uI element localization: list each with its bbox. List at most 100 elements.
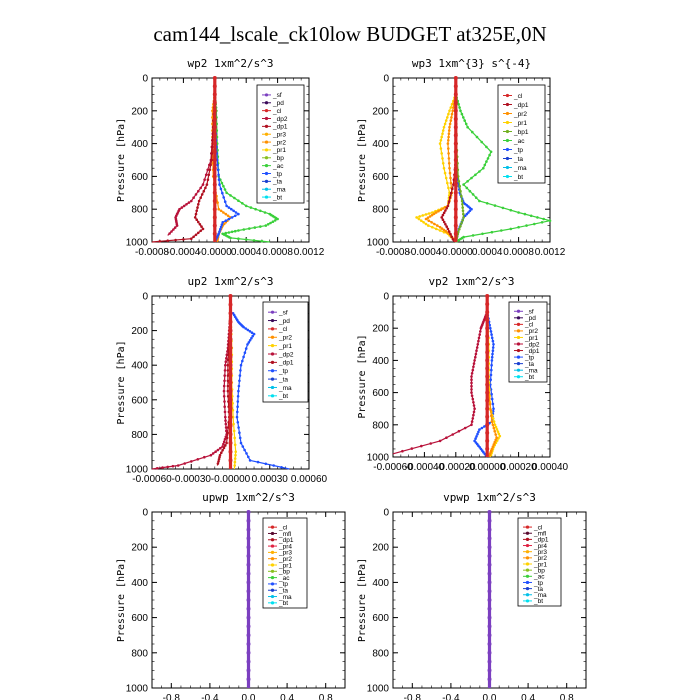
series-point-pr1 <box>447 112 450 116</box>
legend-label-bt: _bt <box>513 174 523 181</box>
legend-marker-pr1 <box>270 563 275 567</box>
series-point-cl <box>246 624 251 629</box>
series-group <box>151 76 279 243</box>
series-point-tp <box>221 221 224 224</box>
series-point-dp2 <box>474 355 477 359</box>
series-point-cl <box>453 92 458 97</box>
legend-label-bp1: _bp1 <box>513 129 529 136</box>
series-point-bp1 <box>457 180 461 183</box>
series-point-cl <box>485 406 490 411</box>
series-point-dp2 <box>470 394 474 398</box>
series-point-cl <box>228 319 233 324</box>
series-point-dp2 <box>471 368 475 372</box>
series-point-cl <box>485 414 490 419</box>
legend: _cl _dp1 _pr2 _pr1 _bp1 _ac _tp _ta _ma _bt <box>497 84 546 184</box>
legend-label-ma: _ma <box>278 594 292 601</box>
legend-marker-bp <box>270 569 275 573</box>
series-point-ac <box>485 202 489 205</box>
series-point-cl <box>246 668 251 673</box>
series-point-cl <box>487 624 492 629</box>
series-point-cl <box>487 545 492 550</box>
legend-label-sf: _sf <box>524 309 534 316</box>
series-point-dp2 <box>224 363 227 367</box>
series-point-dp2 <box>203 455 206 459</box>
x-tick-label: 0.00030 <box>252 474 289 485</box>
series-point-cl <box>228 311 233 316</box>
series-point-tp <box>248 330 252 333</box>
series-point-ac <box>229 194 232 197</box>
series-point-ac <box>462 116 465 119</box>
series-point-dp1 <box>182 238 185 241</box>
series-point-dp2 <box>470 423 473 427</box>
legend-marker-cl <box>270 525 275 529</box>
x-tick-label: -0.0008 <box>376 247 410 258</box>
series-point-dp2 <box>222 395 226 398</box>
legend-label-pd: _pd <box>524 315 536 322</box>
panel-title: upwp 1xm^2/s^3 <box>202 491 295 504</box>
series-point-cl <box>212 207 217 212</box>
series-point-dp2 <box>223 374 226 377</box>
series-point-ac <box>485 145 488 149</box>
series-point-ac <box>462 183 465 186</box>
series-point-pr2 <box>430 221 433 224</box>
series-point-tp <box>490 333 493 336</box>
series-point-pr2 <box>442 228 446 232</box>
y-tick-label: 0 <box>142 292 148 303</box>
y-axis-label: Pressure [hPa] <box>357 334 368 418</box>
legend-label-dp1: _dp1 <box>524 348 540 355</box>
series-point-dp1 <box>226 358 230 362</box>
series-point-cl <box>246 650 251 655</box>
x-tick-label: -0.0004 <box>407 247 441 258</box>
legend-label-tp: _tp <box>278 368 288 375</box>
series-point-dp2 <box>223 369 227 372</box>
series-point-dp2 <box>223 400 226 403</box>
legend-label-pr1: _pr1 <box>533 561 547 568</box>
series-point-cl <box>212 215 217 220</box>
series-point-cl <box>212 166 217 171</box>
series-point-pr2 <box>488 402 492 406</box>
series-point-pr1 <box>492 420 496 423</box>
series-point-dp1 <box>192 235 195 239</box>
series-point-tp <box>483 425 486 428</box>
legend-marker-pr3 <box>270 550 275 554</box>
series-point-ac <box>540 221 544 224</box>
series-point-tp <box>239 363 243 367</box>
series-point-dp2 <box>170 230 173 233</box>
series-point-ac <box>269 221 272 225</box>
series-point-dp1 <box>218 455 221 459</box>
legend-label-tp: _tp <box>272 171 282 178</box>
series-point-dp2 <box>472 410 476 414</box>
series-point-dp1 <box>226 395 230 398</box>
x-tick-label: 0.0 <box>242 693 256 700</box>
series-point-dp1 <box>446 204 450 208</box>
legend-marker-tp <box>505 147 510 152</box>
series-point-tp <box>468 209 472 213</box>
series-point-dp2 <box>206 168 209 172</box>
series-point-ac <box>237 199 240 202</box>
series-point-ac <box>517 211 520 214</box>
series-point-dp2 <box>194 193 198 196</box>
series-point-ac <box>474 196 478 199</box>
series-point-pr2 <box>451 109 455 113</box>
series-point-cl <box>246 527 251 532</box>
series-point-tp <box>236 400 240 403</box>
legend-label-ac: _ac <box>513 138 525 145</box>
legend-marker-pr2 <box>264 140 269 144</box>
series-point-cl <box>228 337 233 342</box>
series-point-tp <box>475 435 478 438</box>
legend-label-pr2: _pr2 <box>278 335 292 342</box>
series-point-cl <box>485 366 490 371</box>
series-point-dp1 <box>206 178 210 181</box>
series-point-bp1 <box>458 184 462 188</box>
series-group <box>246 510 251 688</box>
series-point-pr2 <box>493 440 497 444</box>
series-point-dp2 <box>182 204 186 208</box>
series-point-ac <box>478 170 481 173</box>
series-point-cl <box>228 458 233 463</box>
x-tick-label: 0.0004 <box>472 247 503 258</box>
series-point-tp <box>489 373 493 377</box>
x-tick-label: 0.00000 <box>469 462 506 473</box>
series-point-dp2 <box>225 429 228 433</box>
series-point-tp <box>491 339 495 343</box>
series-point-dp1 <box>207 173 211 177</box>
